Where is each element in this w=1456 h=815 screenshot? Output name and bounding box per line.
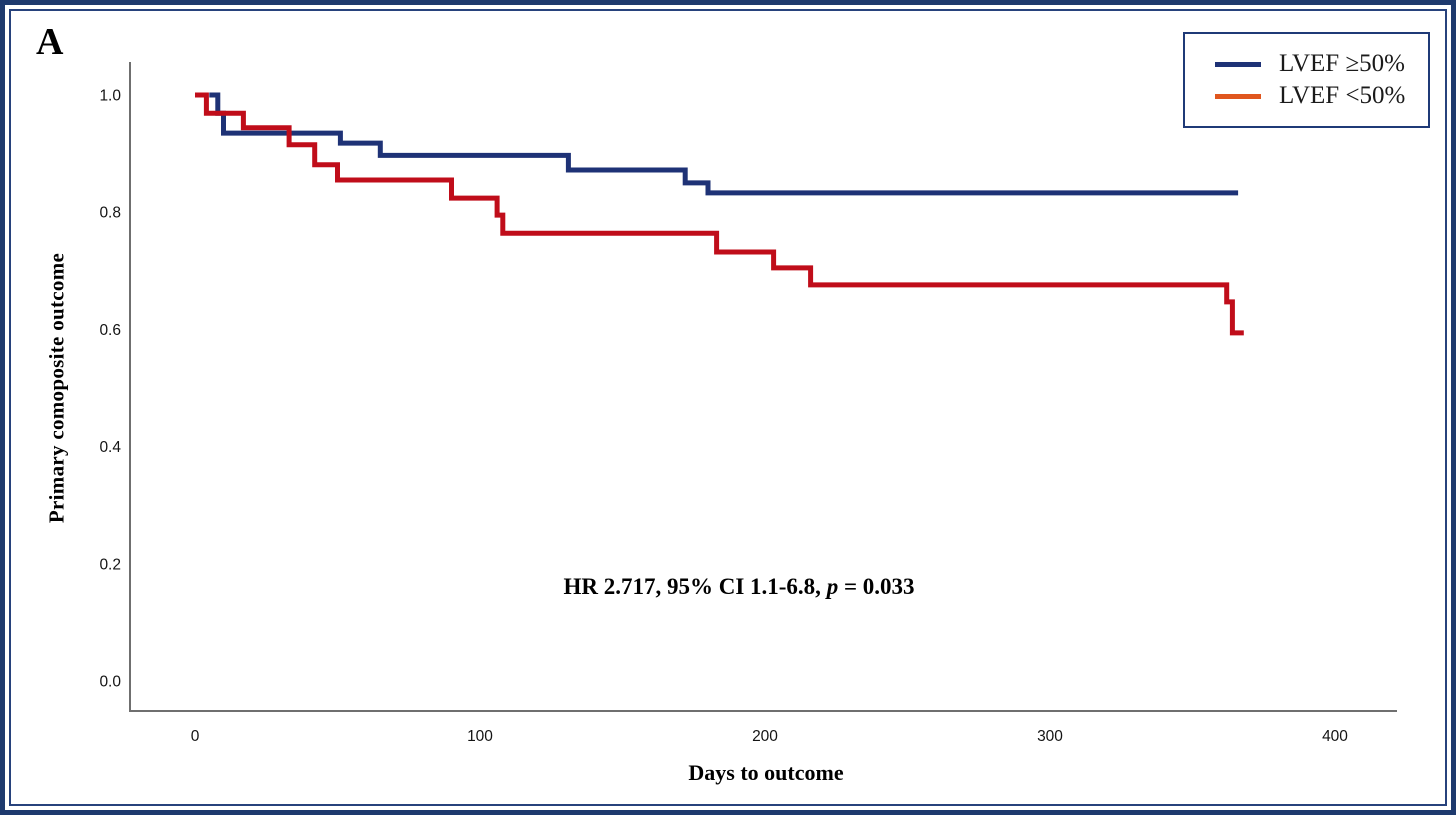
y-tick-label: 0.2 [99, 556, 121, 573]
legend-label-lvef-lt50: LVEF <50% [1279, 82, 1406, 109]
legend-item-lvef-ge50: LVEF ≥50% [1215, 50, 1428, 78]
x-axis-title: Days to outcome [688, 760, 844, 785]
legend-line-swatch-navy [1215, 61, 1261, 67]
x-tick-label: 200 [752, 728, 778, 745]
x-tick-label: 100 [467, 728, 493, 745]
hr-annotation: HR 2.717, 95% CI 1.1-6.8, p = 0.033 [563, 574, 914, 600]
y-tick-label: 0.4 [99, 439, 121, 456]
x-tick-label: 0 [191, 728, 200, 745]
y-tick-label: 0.6 [99, 322, 121, 339]
legend-item-lvef-lt50: LVEF <50% [1215, 82, 1428, 110]
x-tick-label: 300 [1037, 728, 1063, 745]
km-curve-lvef-lt50 [195, 92, 1244, 336]
y-axis-title: Primary comoposite outcome [44, 252, 69, 524]
legend-line-swatch-orange [1215, 93, 1261, 99]
hr-annotation-p-symbol: p [826, 574, 839, 599]
legend-box: LVEF ≥50% LVEF <50% [1183, 32, 1430, 128]
y-tick-label: 1.0 [99, 88, 121, 105]
y-tick-label: 0.0 [99, 674, 121, 691]
y-tick-label: 0.8 [99, 205, 121, 222]
hr-annotation-p-value: = 0.033 [838, 574, 915, 599]
hr-annotation-main: HR 2.717, 95% CI 1.1-6.8, [563, 574, 827, 599]
panel-label: A [36, 21, 64, 63]
x-tick-label: 400 [1322, 728, 1348, 745]
legend-label-lvef-ge50: LVEF ≥50% [1279, 50, 1406, 77]
